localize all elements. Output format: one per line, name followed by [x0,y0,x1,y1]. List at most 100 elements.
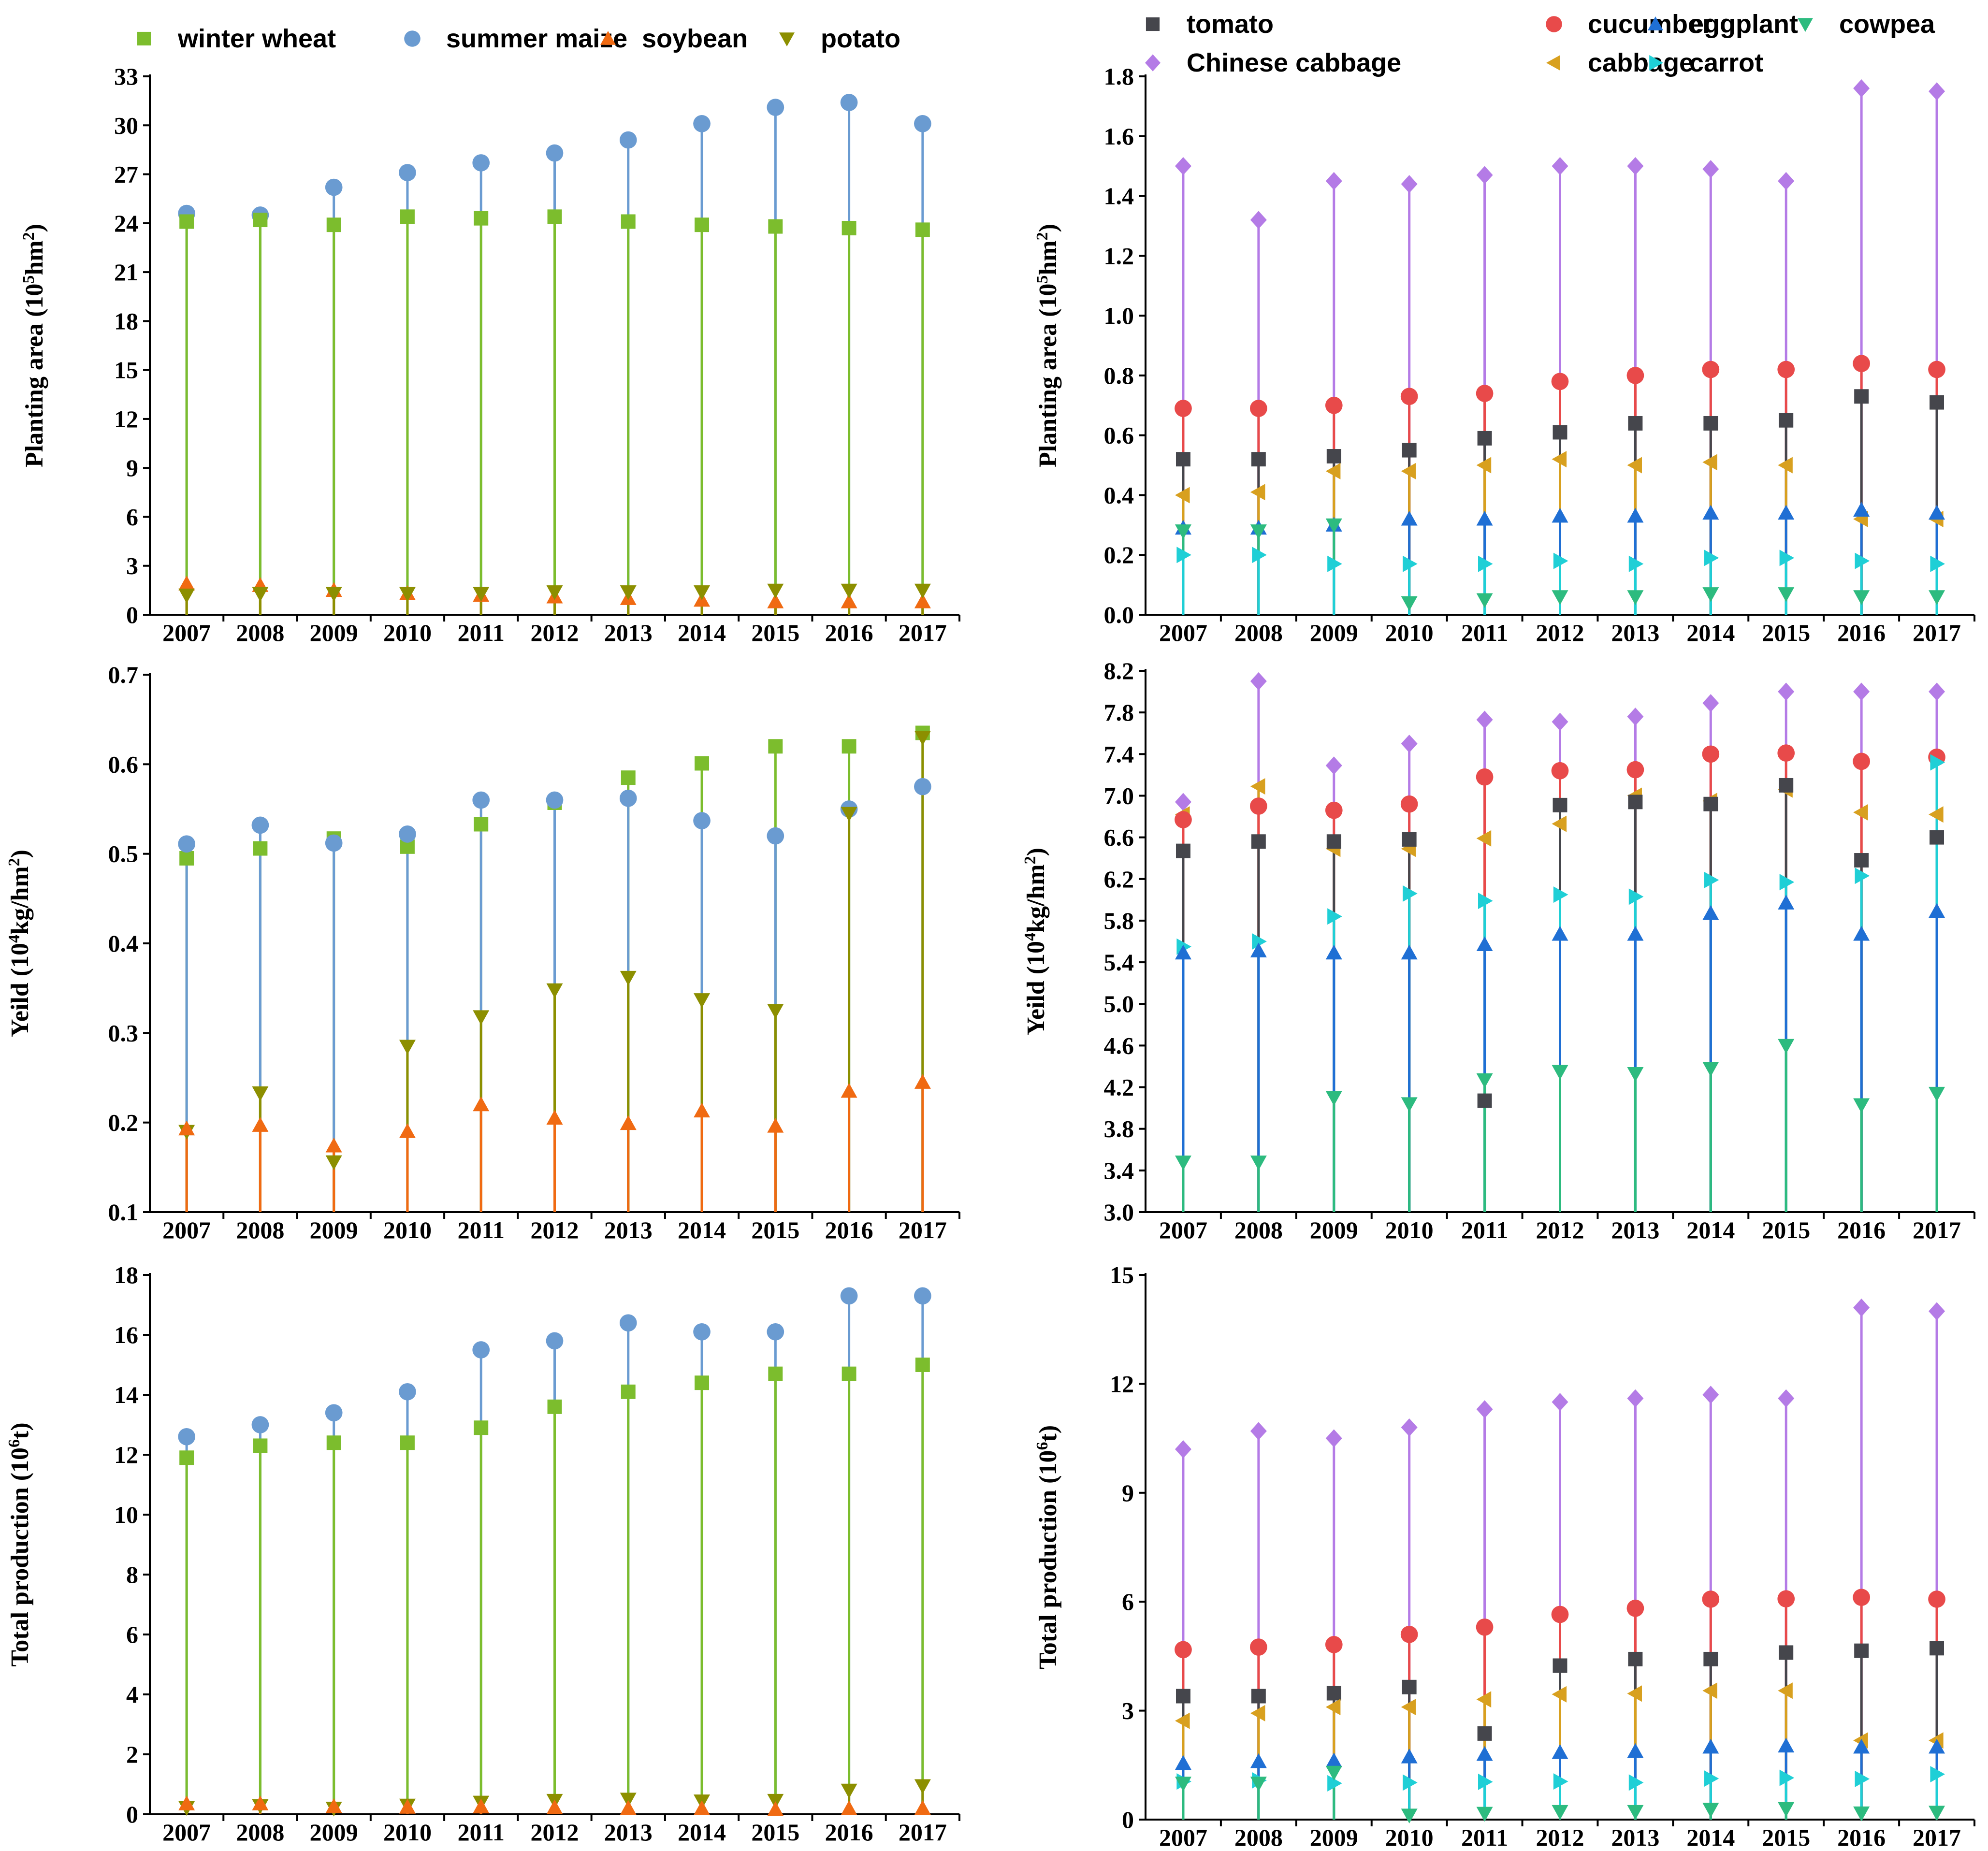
point-cowpea [1476,1807,1493,1822]
point-tomato [1628,1651,1643,1666]
chart-grain-area: 0 3 6 9 12 15 18 21 24 27 30 33 2007 2008 2009 2010 2011… [20,63,960,646]
y-tick-label: 7.4 [1104,740,1134,767]
point-cowpea [1325,1091,1342,1106]
legend-marker-soybean [600,31,616,45]
point-winter_wheat [915,222,930,237]
point-chinese_cabbage [1552,157,1568,175]
point-cabbage [1853,804,1868,821]
legend-item-tomato: tomato [1146,10,1274,39]
point-summer_maize [325,1404,343,1422]
x-tick-label: 2008 [236,1216,284,1244]
point-potato [399,587,416,602]
point-tomato [1251,834,1266,849]
point-cucumber [1476,768,1494,786]
point-summer_maize [178,1428,195,1446]
x-tick-label: 2016 [825,1819,873,1846]
y-tick-label: 5.0 [1104,990,1134,1017]
point-soybean [620,1800,637,1815]
x-tick-label: 2012 [531,619,579,646]
x-tick-label: 2008 [1234,619,1283,646]
point-eggplant [1476,1746,1493,1761]
point-summer_maize [546,791,564,809]
point-summer_maize [840,1287,858,1305]
point-potato [252,1086,269,1101]
point-winter_wheat [621,770,636,785]
point-tomato [1326,834,1341,849]
point-cowpea [1325,518,1342,534]
point-winter_wheat [326,217,341,232]
point-potato [546,983,563,998]
point-soybean [841,593,857,608]
axis-title-part: kg/hm [6,866,34,935]
point-winter_wheat [695,1375,710,1390]
x-tick-label: 2016 [1837,1824,1886,1851]
point-tomato [1175,843,1190,858]
x-tick-label: 2009 [1310,1824,1358,1851]
point-tomato [1251,1689,1266,1704]
x-tick-label: 2014 [1686,1824,1735,1851]
point-cucumber [1175,1641,1192,1659]
point-carrot [1327,555,1342,572]
point-chinese_cabbage [1325,1429,1342,1447]
point-summer_maize [546,1332,564,1350]
point-summer_maize [178,835,195,853]
point-winter_wheat [621,1384,636,1399]
point-cabbage [1627,1685,1642,1702]
point-soybean [325,1798,342,1813]
point-potato [841,807,857,822]
x-tick-label: 2017 [899,619,947,646]
point-carrot [1704,1770,1719,1787]
point-cowpea [1627,1067,1644,1082]
y-tick-label: 0.7 [108,661,139,688]
point-cowpea [1325,1765,1342,1781]
x-tick-label: 2009 [1310,1216,1358,1244]
y-tick-label: 1.2 [1104,242,1134,269]
point-eggplant [1778,505,1795,520]
point-winter_wheat [621,214,636,229]
point-cabbage [1476,830,1492,847]
point-cowpea [1476,1073,1493,1088]
point-cowpea [1175,524,1191,539]
axis-title-part: Planting area (10 [1034,284,1062,467]
legend-label-cabbage: cabbage [1588,48,1694,77]
y-tick-label: 0.3 [108,1019,139,1046]
point-potato [325,1155,342,1171]
y-tick-label: 5.8 [1104,907,1134,934]
point-soybean [694,1102,711,1118]
y-tick-label: 6.6 [1104,824,1134,851]
point-summer_maize [767,827,784,845]
point-cabbage [1702,1682,1717,1699]
point-tomato [1628,416,1643,431]
point-chinese_cabbage [1401,1418,1418,1437]
point-winter_wheat [474,211,489,226]
y-tick-label: 18 [114,1261,138,1288]
point-chinese_cabbage [1627,1389,1644,1408]
point-potato [620,585,637,600]
x-tick-label: 2010 [1385,1216,1434,1244]
axis-title-part: hm [1034,240,1062,275]
point-summer_maize [619,1314,637,1332]
y-tick-label: 0.1 [108,1199,139,1226]
y-tick-label: 3.4 [1104,1157,1134,1184]
point-tomato [1477,431,1492,446]
point-tomato [1779,1645,1794,1660]
point-potato [473,587,490,602]
point-potato [178,588,195,604]
legend-item-eggplant: eggplant [1648,10,1798,39]
legend-item-cowpea: cowpea [1798,10,1935,39]
point-soybean [473,1096,490,1112]
point-chinese_cabbage [1778,172,1795,190]
point-cucumber [1175,811,1192,828]
y-tick-label: 0 [1122,1806,1134,1833]
y-tick-label: 3 [1122,1697,1134,1724]
point-tomato [1779,778,1794,793]
point-eggplant [1552,926,1568,941]
point-winter_wheat [179,851,194,866]
x-tick-label: 2017 [899,1819,947,1846]
x-tick-label: 2014 [678,619,726,646]
x-tick-label: 2015 [1762,1216,1810,1244]
point-summer_maize [767,99,784,116]
point-cowpea [1778,1039,1795,1054]
point-winter_wheat [179,1450,194,1465]
